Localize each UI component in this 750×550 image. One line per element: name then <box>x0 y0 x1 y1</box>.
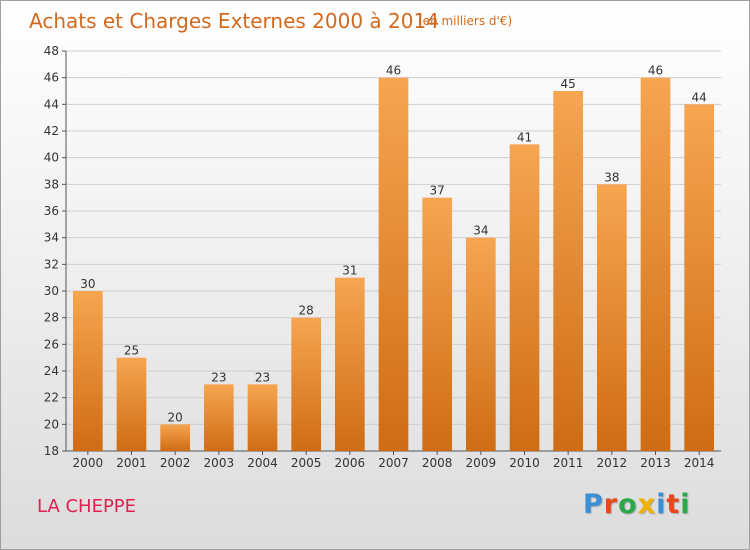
x-tick-label-2001: 2001 <box>116 456 147 470</box>
data-label-2004: 23 <box>255 370 270 384</box>
x-tick-label-2011: 2011 <box>553 456 584 470</box>
data-label-2012: 38 <box>604 170 619 184</box>
data-label-2011: 45 <box>561 77 576 91</box>
bar-2002[interactable] <box>160 424 191 451</box>
data-label-2006: 31 <box>342 264 357 278</box>
y-tick-label: 38 <box>44 177 59 191</box>
bar-2010[interactable] <box>509 144 540 452</box>
logo-letter: r <box>603 489 619 520</box>
y-tick-label: 48 <box>44 44 59 58</box>
logo-letter: o <box>618 489 638 520</box>
y-tick-label: 24 <box>44 364 59 378</box>
data-label-2005: 28 <box>299 304 314 318</box>
x-tick-label-2014: 2014 <box>684 456 715 470</box>
data-label-2003: 23 <box>211 370 226 384</box>
bar-2014[interactable] <box>684 104 715 451</box>
proxiti-logo[interactable]: Proxiti <box>583 489 691 520</box>
logo-letter: P <box>583 489 604 520</box>
x-tick-label-2003: 2003 <box>204 456 235 470</box>
bar-2003[interactable] <box>203 384 234 451</box>
bar-2012[interactable] <box>596 184 627 452</box>
data-label-2013: 46 <box>648 64 663 78</box>
bar-2008[interactable] <box>422 197 453 451</box>
data-label-2002: 20 <box>168 410 183 424</box>
x-tick-label-2000: 2000 <box>73 456 104 470</box>
y-tick-label: 34 <box>44 231 59 245</box>
x-tick-label-2002: 2002 <box>160 456 191 470</box>
x-tick-label-2008: 2008 <box>422 456 453 470</box>
logo-letter: i <box>656 489 667 520</box>
y-tick-label: 22 <box>44 391 59 405</box>
bar-2011[interactable] <box>553 91 584 451</box>
y-tick-label: 28 <box>44 311 59 325</box>
bar-2001[interactable] <box>116 357 147 451</box>
bar-2000[interactable] <box>72 291 103 451</box>
commune-name: LA CHEPPE <box>37 496 137 517</box>
logo-letter: i <box>680 489 691 520</box>
bar-2006[interactable] <box>334 277 365 451</box>
bar-2007[interactable] <box>378 77 409 452</box>
data-label-2010: 41 <box>517 130 532 144</box>
data-label-2008: 37 <box>430 184 445 198</box>
data-label-2014: 44 <box>692 90 707 104</box>
y-tick-label: 46 <box>44 71 59 85</box>
x-tick-label-2004: 2004 <box>247 456 278 470</box>
x-tick-label-2012: 2012 <box>597 456 628 470</box>
data-label-2001: 25 <box>124 344 139 358</box>
x-tick-label-2006: 2006 <box>335 456 366 470</box>
logo-letter: x <box>637 489 657 520</box>
x-tick-label-2010: 2010 <box>509 456 540 470</box>
bar-2013[interactable] <box>640 77 671 452</box>
x-tick-label-2013: 2013 <box>640 456 671 470</box>
y-tick-label: 40 <box>44 151 59 165</box>
y-tick-label: 18 <box>44 444 59 458</box>
bar-2005[interactable] <box>291 317 322 451</box>
bar-2009[interactable] <box>465 237 496 451</box>
y-tick-label: 42 <box>44 124 59 138</box>
logo-letter: t <box>666 489 681 520</box>
y-tick-label: 32 <box>44 257 59 271</box>
x-tick-label-2009: 2009 <box>466 456 497 470</box>
y-tick-label: 26 <box>44 337 59 351</box>
data-label-2009: 34 <box>473 224 488 238</box>
chart-title: Achats et Charges Externes 2000 à 2014 <box>29 9 439 33</box>
y-tick-label: 44 <box>44 97 59 111</box>
y-tick-label: 30 <box>44 284 59 298</box>
data-label-2000: 30 <box>80 277 95 291</box>
data-label-2007: 46 <box>386 64 401 78</box>
x-tick-label-2005: 2005 <box>291 456 322 470</box>
y-tick-label: 36 <box>44 204 59 218</box>
x-tick-label-2007: 2007 <box>378 456 409 470</box>
bar-2004[interactable] <box>247 384 278 451</box>
chart-subtitle: (en milliers d'€) <box>418 14 513 28</box>
y-tick-label: 20 <box>44 417 59 431</box>
